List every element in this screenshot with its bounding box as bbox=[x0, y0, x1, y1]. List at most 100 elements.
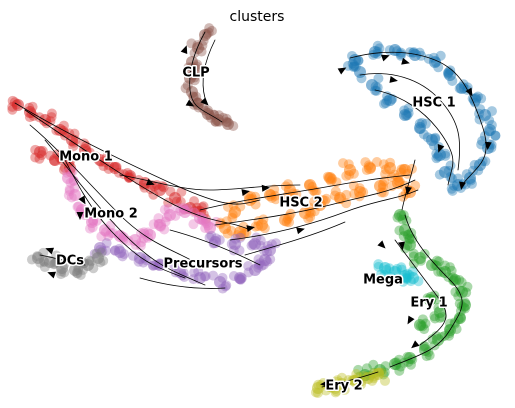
data-point-jitter bbox=[77, 264, 88, 275]
data-point-jitter bbox=[190, 63, 201, 74]
data-point-jitter bbox=[370, 81, 381, 92]
streamline-arrowhead bbox=[484, 141, 492, 150]
data-point-jitter bbox=[386, 271, 397, 282]
data-point-jitter bbox=[377, 182, 388, 193]
data-point bbox=[92, 252, 104, 264]
data-point-jitter bbox=[447, 185, 458, 196]
data-point-jitter bbox=[434, 169, 445, 180]
data-point-jitter bbox=[118, 231, 129, 242]
data-point-jitter bbox=[358, 187, 369, 198]
data-point-jitter bbox=[110, 245, 121, 256]
data-point-jitter bbox=[405, 47, 416, 58]
streamline-arrowhead bbox=[459, 181, 466, 190]
data-point-jitter bbox=[255, 235, 266, 246]
data-point-jitter bbox=[246, 240, 257, 251]
data-point-jitter bbox=[329, 190, 340, 201]
data-point-jitter bbox=[262, 240, 273, 251]
data-point-jitter bbox=[347, 58, 358, 69]
data-point-jitter bbox=[320, 385, 331, 396]
data-point-jitter bbox=[258, 259, 269, 270]
data-point-jitter bbox=[419, 324, 430, 335]
data-point-jitter bbox=[79, 258, 90, 269]
data-point bbox=[62, 172, 74, 184]
data-point-jitter bbox=[169, 260, 180, 271]
data-point bbox=[214, 276, 226, 288]
data-point-jitter bbox=[253, 262, 264, 273]
data-point-jitter bbox=[228, 121, 239, 132]
data-point-jitter bbox=[388, 273, 399, 284]
data-point-jitter bbox=[379, 176, 390, 187]
data-point-jitter bbox=[243, 261, 254, 272]
data-point-jitter bbox=[406, 163, 417, 174]
data-point-jitter bbox=[397, 214, 408, 225]
data-point bbox=[394, 209, 406, 221]
data-point bbox=[212, 114, 224, 126]
data-point-jitter bbox=[105, 227, 116, 238]
data-point bbox=[204, 222, 216, 234]
data-point-jitter bbox=[110, 245, 121, 256]
data-point-jitter bbox=[395, 49, 406, 60]
data-point-jitter bbox=[373, 259, 384, 270]
data-point-jitter bbox=[234, 245, 245, 256]
data-point-jitter bbox=[197, 40, 208, 51]
data-point-jitter bbox=[214, 116, 225, 127]
data-point-jitter bbox=[253, 221, 264, 232]
cluster-labels-layer: CLP HSC 1 Mono 1 Mono 2 HSC 2 DCs Precursors Me… bbox=[54, 64, 457, 395]
data-point bbox=[69, 264, 81, 276]
data-point-jitter bbox=[436, 331, 447, 342]
data-point-jitter bbox=[361, 363, 372, 374]
streamline-arrowhead bbox=[296, 227, 305, 235]
cluster-label: CLP bbox=[182, 66, 209, 81]
data-point-jitter bbox=[382, 95, 393, 106]
data-point bbox=[64, 162, 76, 174]
data-point-jitter bbox=[396, 210, 407, 221]
data-point-jitter bbox=[320, 195, 331, 206]
data-point bbox=[484, 124, 496, 136]
data-point bbox=[222, 118, 234, 130]
data-point-jitter bbox=[65, 177, 76, 188]
data-point bbox=[304, 179, 316, 191]
data-point-jitter bbox=[440, 148, 451, 159]
data-point-jitter bbox=[250, 221, 261, 232]
data-point-jitter bbox=[376, 367, 387, 378]
data-point-jitter bbox=[221, 116, 232, 127]
data-point-jitter bbox=[139, 253, 150, 264]
data-point-jitter bbox=[284, 217, 295, 228]
data-point-jitter bbox=[484, 115, 495, 126]
data-point-jitter bbox=[87, 215, 98, 226]
data-point-jitter bbox=[133, 256, 144, 267]
data-point-jitter bbox=[348, 374, 359, 385]
data-point-jitter bbox=[374, 367, 385, 378]
data-point-jitter bbox=[203, 220, 214, 231]
data-point-jitter bbox=[253, 216, 264, 227]
data-point-jitter bbox=[36, 150, 47, 161]
chart-title: clusters bbox=[230, 9, 285, 25]
data-point-jitter bbox=[402, 240, 413, 251]
streamline bbox=[29, 124, 201, 266]
data-point-jitter bbox=[7, 95, 18, 106]
data-point-jitter bbox=[373, 261, 384, 272]
data-point-jitter bbox=[477, 136, 488, 147]
data-point-jitter bbox=[59, 267, 70, 278]
data-point bbox=[324, 172, 336, 184]
data-point-jitter bbox=[372, 40, 383, 51]
data-point-jitter bbox=[71, 267, 82, 278]
data-point bbox=[86, 216, 98, 228]
data-point-jitter bbox=[45, 116, 56, 127]
data-point-jitter bbox=[182, 80, 193, 91]
data-point-jitter bbox=[191, 61, 202, 72]
data-point-jitter bbox=[460, 297, 471, 308]
streamline-arrowhead bbox=[405, 186, 412, 195]
data-point-jitter bbox=[435, 50, 446, 61]
data-point-jitter bbox=[217, 272, 228, 283]
streamline-arrowhead bbox=[437, 143, 445, 153]
data-point-jitter bbox=[239, 228, 250, 239]
data-point-jitter bbox=[201, 28, 212, 39]
data-point-jitter bbox=[192, 40, 203, 51]
data-point-jitter bbox=[37, 145, 48, 156]
data-point-jitter bbox=[380, 164, 391, 175]
data-point-jitter bbox=[258, 214, 269, 225]
data-point-jitter bbox=[417, 314, 428, 325]
data-point-jitter bbox=[32, 251, 43, 262]
data-point-jitter bbox=[484, 126, 495, 137]
